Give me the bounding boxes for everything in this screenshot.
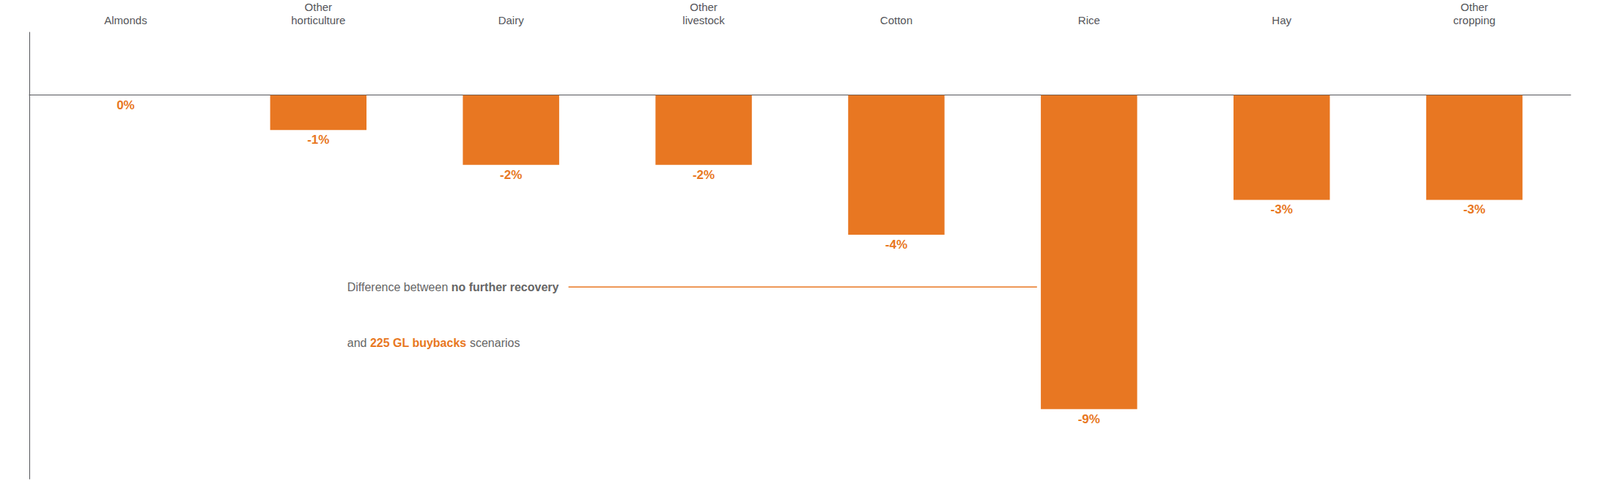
svg-text:-1%: -1% [307, 132, 330, 147]
svg-text:-3%: -3% [1270, 202, 1293, 217]
svg-text:horticulture: horticulture [290, 13, 346, 27]
svg-text:cropping: cropping [1453, 13, 1496, 27]
svg-text:-3%: -3% [1462, 202, 1485, 217]
svg-text:-4%: -4% [885, 237, 908, 252]
svg-text:and: and [347, 336, 371, 349]
svg-text:-2%: -2% [692, 167, 715, 182]
svg-text:no further recovery: no further recovery [451, 280, 560, 294]
svg-text:Cotton: Cotton [880, 13, 913, 27]
svg-text:225 GL buybacks: 225 GL buybacks [370, 336, 467, 349]
svg-text:Other: Other [304, 0, 333, 14]
svg-text:Difference between: Difference between [347, 280, 452, 294]
svg-text:Hay: Hay [1271, 13, 1292, 27]
svg-text:Other: Other [689, 0, 718, 14]
svg-text:Dairy: Dairy [498, 13, 525, 27]
svg-text:-2%: -2% [499, 167, 522, 182]
svg-text:Almonds: Almonds [104, 13, 147, 27]
svg-text:Rice: Rice [1078, 13, 1101, 27]
svg-text:Other: Other [1460, 0, 1489, 14]
svg-text:scenarios: scenarios [466, 336, 521, 349]
svg-text:livestock: livestock [682, 13, 725, 27]
svg-text:0%: 0% [116, 98, 135, 113]
svg-text:-9%: -9% [1078, 411, 1101, 426]
